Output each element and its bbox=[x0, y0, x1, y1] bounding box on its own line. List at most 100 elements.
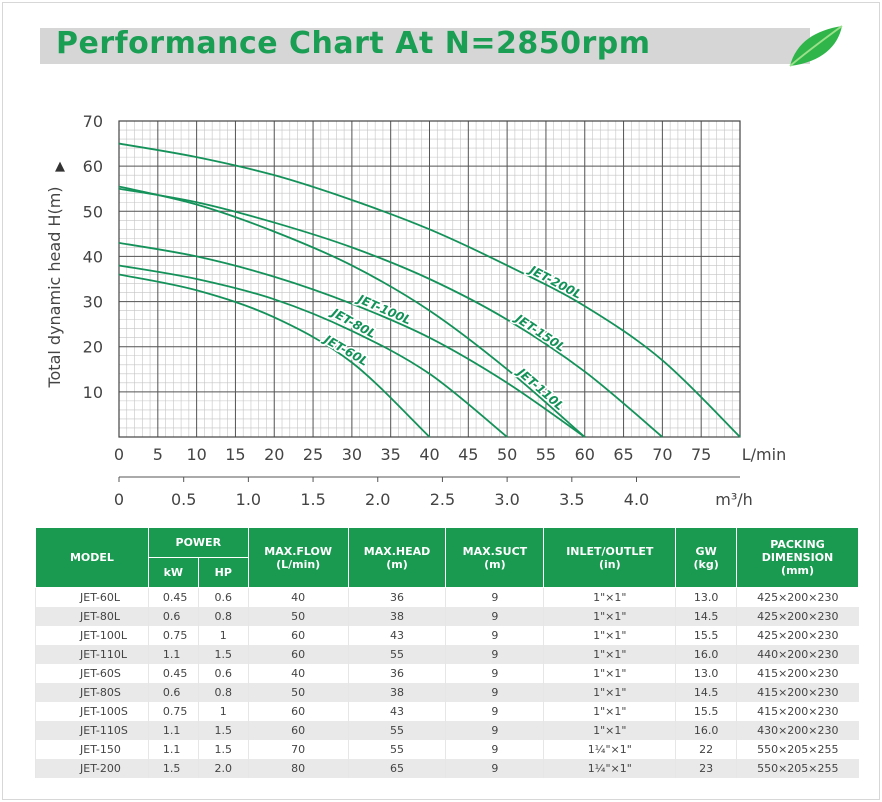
cell-hp: 1.5 bbox=[197, 645, 249, 664]
cell-max-head: 55 bbox=[347, 645, 446, 664]
x-tick-label-lmin: 55 bbox=[536, 445, 556, 464]
cell-inlet-outlet: 1"×1" bbox=[543, 683, 676, 702]
cell-max-flow: 50 bbox=[247, 683, 349, 702]
cell-max-head: 55 bbox=[347, 740, 446, 759]
curve-jet-80l bbox=[118, 264, 508, 438]
x-tick-label-m3h: 1.0 bbox=[236, 490, 261, 509]
cell-max-head: 38 bbox=[347, 683, 446, 702]
x-axis-label-lmin: L/min bbox=[742, 445, 786, 464]
cell-model: JET-60S bbox=[35, 664, 149, 683]
cell-inlet-outlet: 1"×1" bbox=[543, 721, 676, 740]
spec-table-wrapper: MODEL POWER MAX.FLOW (L/min) MAX.HEAD (m) … bbox=[35, 527, 859, 778]
y-axis-arrow-icon: ▲ bbox=[55, 159, 65, 174]
x-tick-label-lmin: 10 bbox=[186, 445, 206, 464]
header-power: POWER bbox=[147, 527, 249, 558]
x-tick-label-m3h: 3.0 bbox=[494, 490, 519, 509]
cell-max-suct: 9 bbox=[445, 587, 544, 607]
cell-model: JET-80S bbox=[35, 683, 149, 702]
header-gw: GW (kg) bbox=[675, 527, 738, 588]
cell-max-suct: 9 bbox=[445, 664, 544, 683]
cell-inlet-outlet: 1¼"×1" bbox=[543, 759, 676, 778]
table-row: JET-60S 0.45 0.6 40 36 9 1"×1" 13.0 415×200×230 bbox=[35, 664, 859, 683]
y-tick-label: 50 bbox=[83, 202, 103, 221]
cell-packing: 430×200×230 bbox=[736, 721, 859, 740]
header-max-flow: MAX.FLOW (L/min) bbox=[247, 527, 349, 588]
x-tick-label-lmin: 70 bbox=[652, 445, 672, 464]
cell-model: JET-60L bbox=[35, 587, 149, 607]
cell-hp: 0.8 bbox=[197, 683, 249, 702]
cell-hp: 1.5 bbox=[197, 740, 249, 759]
cell-max-flow: 60 bbox=[247, 721, 349, 740]
cell-kw: 0.75 bbox=[147, 626, 199, 645]
cell-hp: 1.5 bbox=[197, 721, 249, 740]
x-tick-label-lmin: 45 bbox=[458, 445, 478, 464]
cell-packing: 425×200×230 bbox=[736, 607, 859, 626]
x-tick-label-lmin: 40 bbox=[419, 445, 439, 464]
cell-packing: 425×200×230 bbox=[736, 587, 859, 607]
cell-hp: 0.6 bbox=[197, 664, 249, 683]
cell-kw: 0.45 bbox=[147, 587, 199, 607]
cell-inlet-outlet: 1"×1" bbox=[543, 587, 676, 607]
cell-gw: 14.5 bbox=[675, 683, 737, 702]
table-row: JET-100S 0.75 1 60 43 9 1"×1" 15.5 415×200×230 bbox=[35, 702, 859, 721]
cell-max-flow: 40 bbox=[247, 587, 349, 607]
y-tick-label: 30 bbox=[83, 293, 103, 312]
curve-jet-100l bbox=[118, 241, 586, 438]
x-tick-label-lmin: 75 bbox=[691, 445, 711, 464]
cell-packing: 415×200×230 bbox=[736, 683, 859, 702]
cell-model: JET-110S bbox=[35, 721, 149, 740]
page-title: Performance Chart At N=2850rpm bbox=[56, 26, 651, 61]
cell-gw: 23 bbox=[675, 759, 737, 778]
cell-inlet-outlet: 1"×1" bbox=[543, 645, 676, 664]
cell-packing: 440×200×230 bbox=[736, 645, 859, 664]
cell-inlet-outlet: 1"×1" bbox=[543, 664, 676, 683]
cell-hp: 1 bbox=[197, 626, 249, 645]
leaf-icon bbox=[789, 25, 843, 67]
cell-max-head: 55 bbox=[347, 721, 446, 740]
header-inlet-outlet: INLET/OUTLET (in) bbox=[543, 527, 677, 588]
spec-table: MODEL POWER MAX.FLOW (L/min) MAX.HEAD (m) … bbox=[35, 527, 859, 778]
cell-hp: 0.8 bbox=[197, 607, 249, 626]
cell-hp: 1 bbox=[197, 702, 249, 721]
x-tick-label-m3h: 0 bbox=[114, 490, 124, 509]
x-tick-label-lmin: 20 bbox=[264, 445, 284, 464]
cell-packing: 415×200×230 bbox=[736, 664, 859, 683]
performance-chart: JET-200LJET-150LJET-110LJET-100LJET-80LJ… bbox=[45, 112, 786, 509]
cell-gw: 15.5 bbox=[675, 702, 737, 721]
x-tick-label-m3h: 2.5 bbox=[430, 490, 455, 509]
cell-model: JET-110L bbox=[35, 645, 149, 664]
cell-model: JET-200 bbox=[35, 759, 149, 778]
table-row: JET-60L 0.45 0.6 40 36 9 1"×1" 13.0 425×200×230 bbox=[35, 587, 859, 607]
cell-max-suct: 9 bbox=[445, 759, 544, 778]
y-tick-label: 20 bbox=[83, 338, 103, 357]
cell-max-head: 36 bbox=[347, 587, 446, 607]
x-tick-label-lmin: 15 bbox=[225, 445, 245, 464]
cell-packing: 425×200×230 bbox=[736, 626, 859, 645]
cell-max-head: 65 bbox=[347, 759, 446, 778]
x-tick-label-lmin: 25 bbox=[303, 445, 323, 464]
header-packing: PACKING DIMENSION (mm) bbox=[736, 527, 859, 588]
cell-max-flow: 50 bbox=[247, 607, 349, 626]
cell-max-suct: 9 bbox=[445, 740, 544, 759]
cell-kw: 1.5 bbox=[147, 759, 199, 778]
x-tick-label-lmin: 65 bbox=[613, 445, 633, 464]
cell-hp: 0.6 bbox=[197, 587, 249, 607]
cell-packing: 550×205×255 bbox=[736, 759, 859, 778]
cell-max-flow: 60 bbox=[247, 702, 349, 721]
table-row: JET-200 1.5 2.0 80 65 9 1¼"×1" 23 550×205×255 bbox=[35, 759, 859, 778]
cell-max-suct: 9 bbox=[445, 683, 544, 702]
header-max-head: MAX.HEAD (m) bbox=[347, 527, 447, 588]
cell-gw: 13.0 bbox=[675, 664, 737, 683]
cell-inlet-outlet: 1¼"×1" bbox=[543, 740, 676, 759]
cell-max-suct: 9 bbox=[445, 645, 544, 664]
series-label: JET-200L bbox=[525, 262, 584, 302]
table-row: JET-110S 1.1 1.5 60 55 9 1"×1" 16.0 430×200×230 bbox=[35, 721, 859, 740]
header-max-suct: MAX.SUCT (m) bbox=[445, 527, 545, 588]
cell-inlet-outlet: 1"×1" bbox=[543, 702, 676, 721]
x-tick-label-m3h: 4.0 bbox=[624, 490, 649, 509]
table-row: JET-80L 0.6 0.8 50 38 9 1"×1" 14.5 425×200×230 bbox=[35, 607, 859, 626]
table-row: JET-80S 0.6 0.8 50 38 9 1"×1" 14.5 415×200×230 bbox=[35, 683, 859, 702]
cell-kw: 0.6 bbox=[147, 607, 199, 626]
cell-gw: 13.0 bbox=[675, 587, 737, 607]
